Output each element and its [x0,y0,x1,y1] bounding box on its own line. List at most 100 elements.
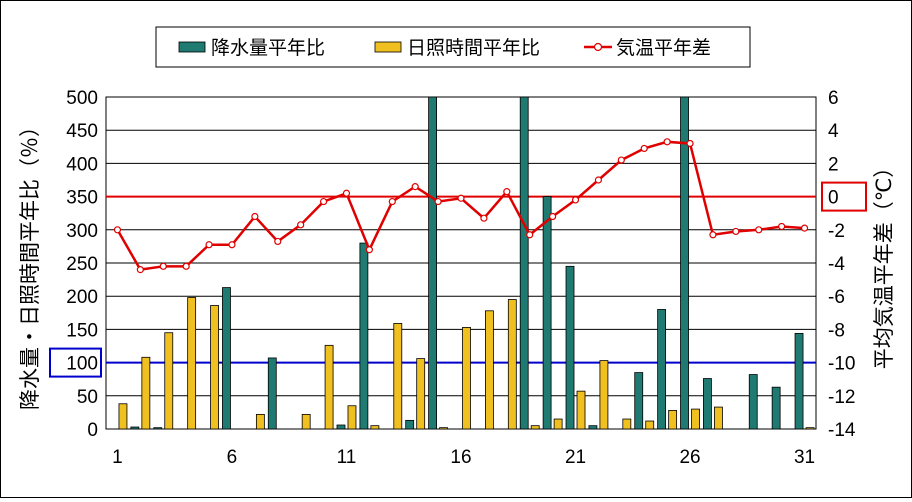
bar [599,360,609,430]
temperature-point [800,224,809,232]
y2-tick-label: -12 [828,387,855,408]
legend-label: 日照時間平年比 [407,37,540,59]
bar [439,427,448,430]
bar [634,372,644,430]
temperature-point [663,138,671,146]
temperature-point [594,176,603,184]
bar [416,358,426,430]
y-tick-label: 350 [66,188,98,209]
y2-tick-label: 6 [828,88,839,109]
x-tick-label: 6 [227,447,238,468]
bar [130,426,140,430]
temperature-point [480,214,488,222]
bar [210,305,219,430]
y-tick-label: 400 [66,154,98,175]
bar [622,418,632,430]
temperature-point [549,212,557,221]
x-tick-label: 11 [337,447,357,468]
temperature-point [686,139,694,148]
bar [588,425,598,430]
bar [565,265,575,430]
bar [462,327,471,430]
bar [153,427,163,430]
bar [255,413,265,430]
temperature-point [365,246,373,254]
y2-tick-label: -2 [828,221,845,242]
temperature-point [182,262,190,270]
y2-tick-label: -6 [828,287,845,308]
temperature-point [251,212,259,221]
temperature-point [755,226,763,234]
temperature-point [388,197,396,206]
temperature-point [457,194,465,202]
bar [553,418,563,430]
bar [118,403,128,430]
y2-tick-label: -4 [828,254,845,275]
temperature-point [434,197,442,206]
temperature-point [113,226,122,234]
legend-swatch [374,41,402,53]
temperature-point [228,241,236,249]
y2-tick-label: 2 [828,154,839,175]
bar [405,419,415,430]
temperature-point [411,183,419,191]
bar [359,242,369,430]
x-tick-label: 26 [679,447,700,468]
bar [519,96,529,430]
temperature-point [297,221,305,229]
temperature-point [571,196,580,204]
bar [267,357,277,430]
temperature-point [617,156,625,164]
y-tick-label: 200 [66,287,98,308]
x-tick-label: 21 [565,447,586,468]
bar [748,374,758,430]
bar [530,425,540,430]
legend-label: 降水量平年比 [211,37,325,59]
y2-tick-label: -10 [828,354,855,375]
temperature-point [205,241,213,249]
x-tick-label: 16 [450,447,471,468]
y2-tick-label: 0 [828,188,839,209]
highlight-box-100 [49,347,102,378]
x-tick-label: 31 [794,447,815,468]
bar [542,196,552,430]
bar [187,297,197,430]
bar [703,378,712,430]
bar [370,425,380,430]
bar [485,310,494,430]
temperature-point [503,188,511,196]
x-tick-label: 1 [112,447,123,468]
bar [657,309,667,430]
legend-swatch [178,41,206,53]
y-tick-label: 500 [66,88,98,109]
y-tick-label: 150 [66,320,98,341]
bar [336,424,346,430]
y2-tick-label: 4 [828,121,839,142]
y-axis-label: 降水量・日照時間平年比（％） [19,116,42,410]
bar [428,96,437,430]
temperature-point [526,231,534,239]
bar [576,390,586,430]
bar [141,356,151,430]
legend-label: 気温平年差 [616,37,711,59]
legend-box [155,26,751,68]
temperature-point [274,237,282,246]
y-tick-label: 50 [77,387,98,408]
temperature-point [136,266,144,274]
y2-axis-label: 平均気温平年差（℃） [873,157,896,370]
temperature-point [778,222,786,231]
y-tick-label: 100 [66,354,98,375]
legend-marker [593,42,603,52]
y2-tick-label: -8 [828,320,845,341]
bar [347,405,357,430]
y-tick-label: 300 [66,221,98,242]
bar [668,410,678,430]
bar [507,299,517,430]
legend: 降水量平年比 日照時間平年比 気温平年差 [155,26,751,68]
temperature-point [342,189,351,197]
bar [222,287,231,430]
bar [164,332,174,430]
bar [645,420,655,430]
